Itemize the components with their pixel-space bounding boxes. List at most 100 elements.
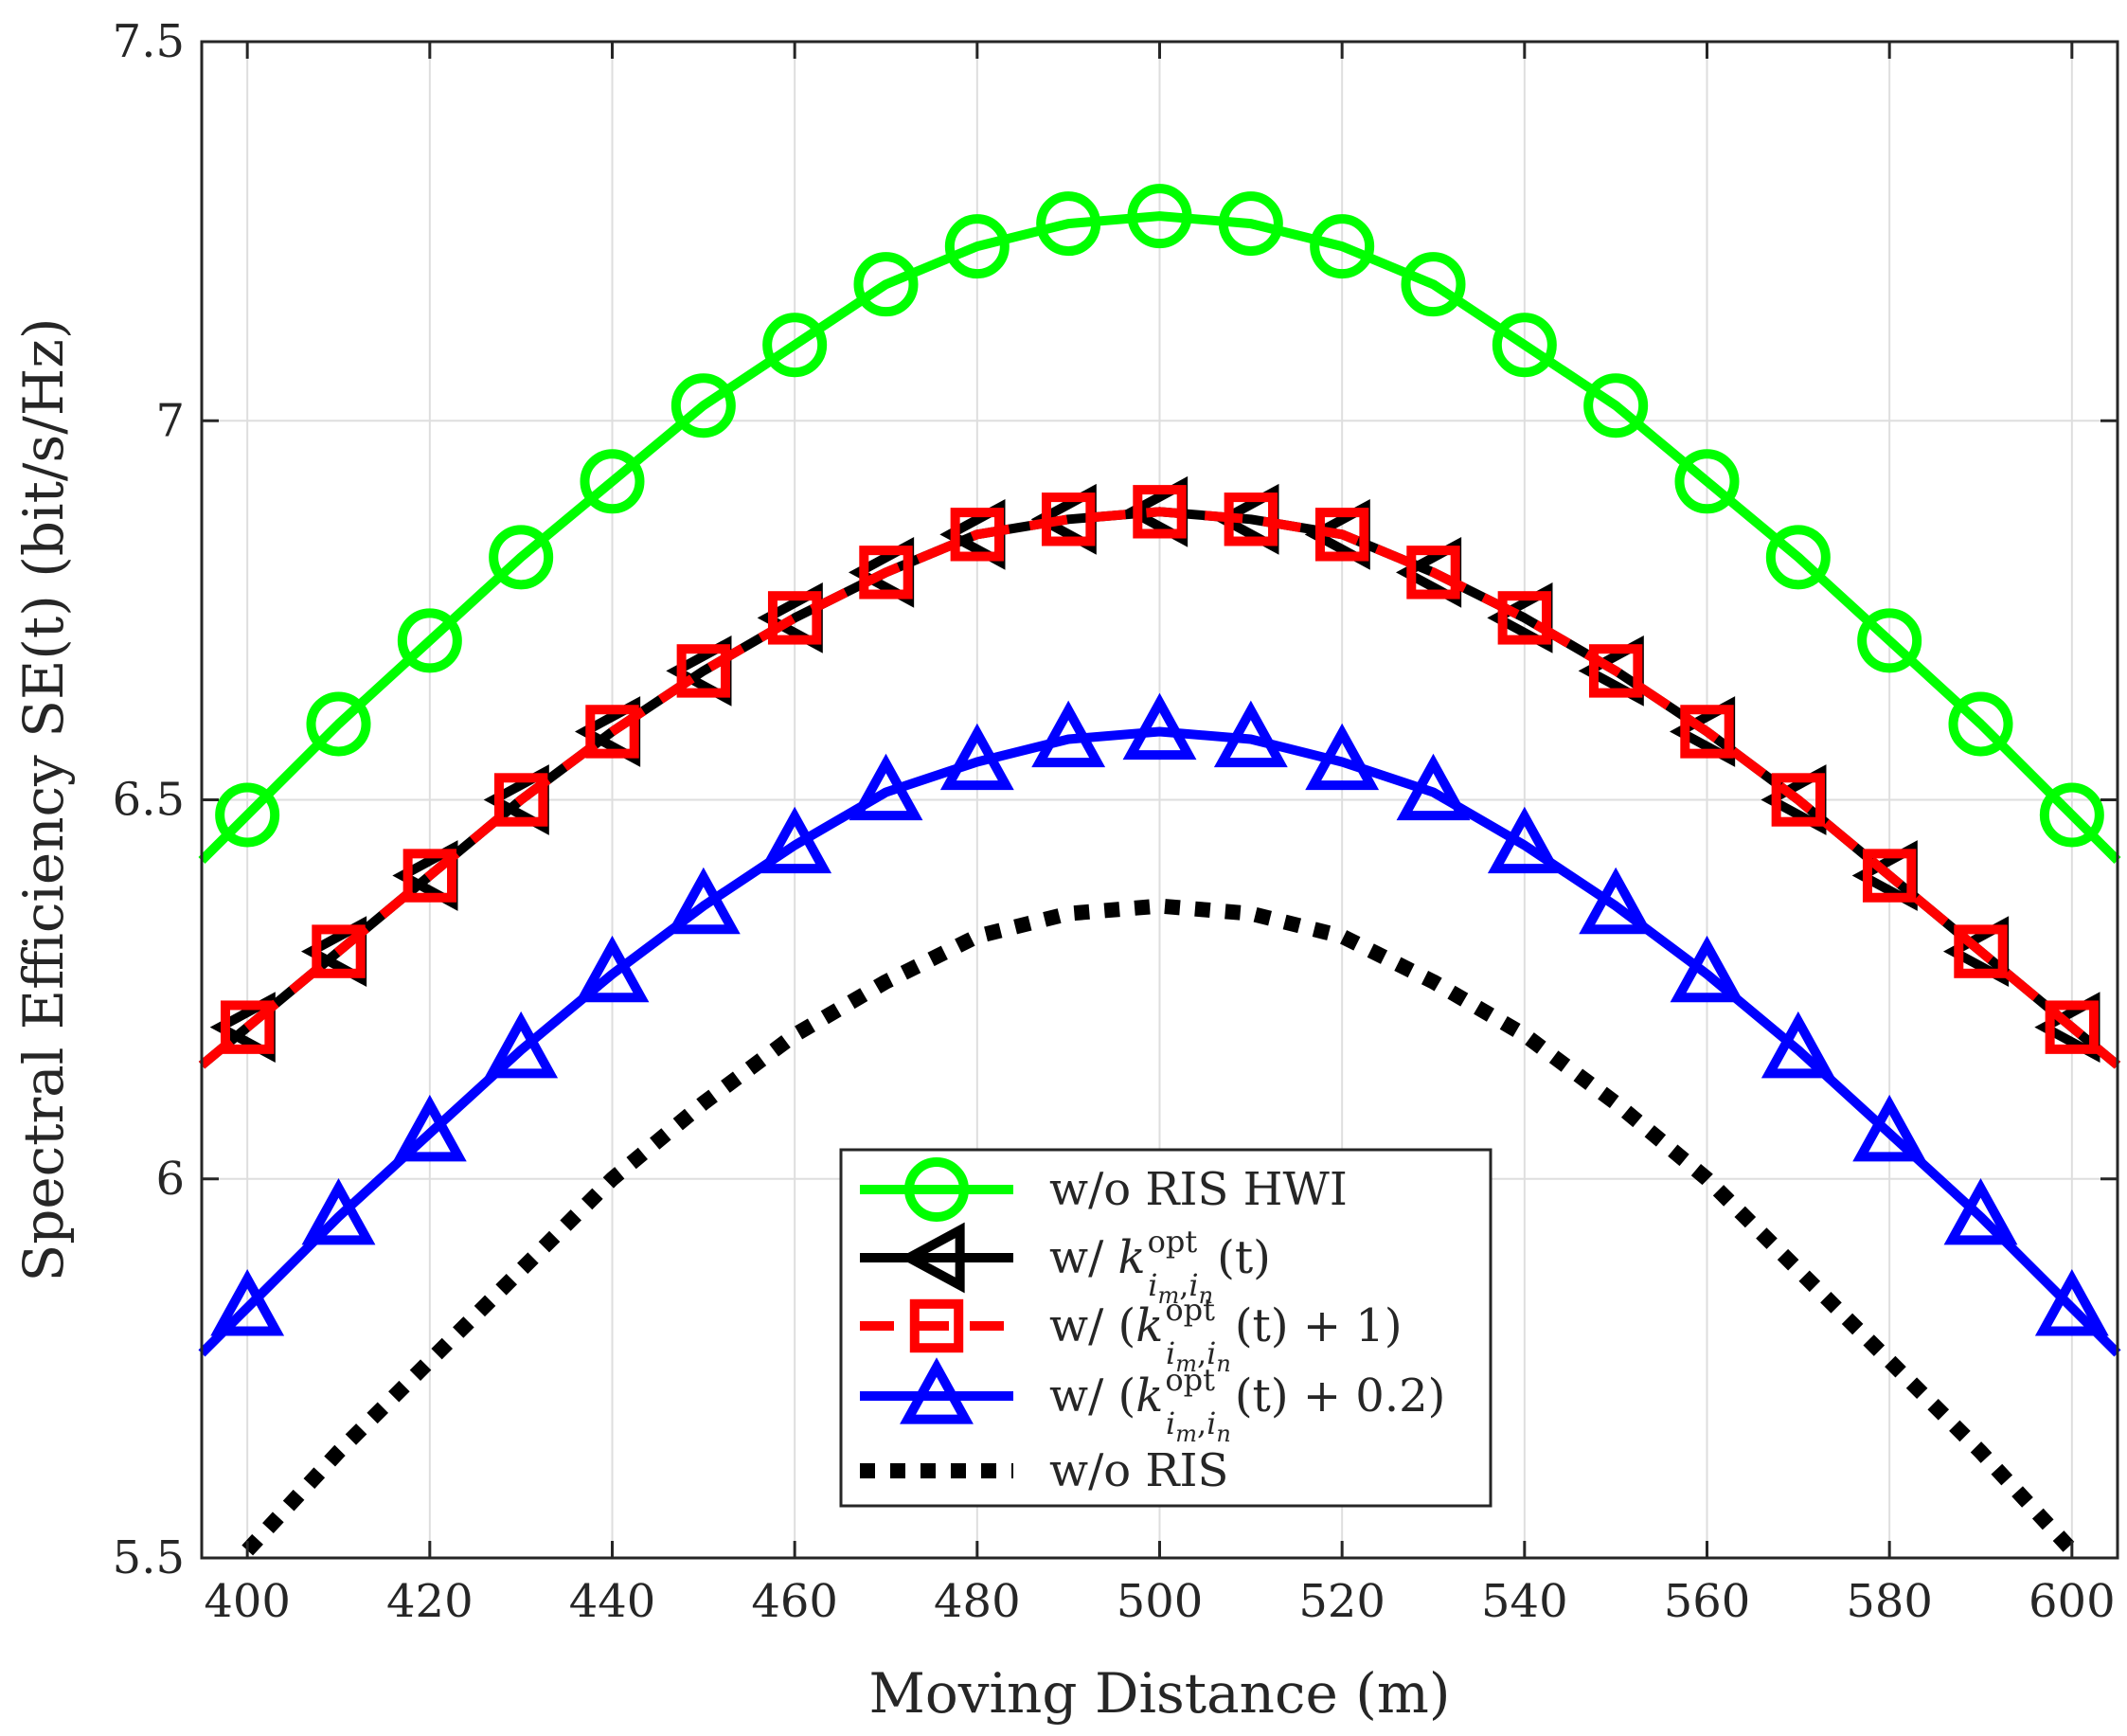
square-marker <box>1862 849 1917 903</box>
series-2 <box>198 485 2121 1069</box>
triangle-up-marker <box>758 806 832 874</box>
legend-marker <box>900 1357 974 1424</box>
series-layer <box>198 184 2121 1556</box>
y-axis-title: Spectral Efficiency SE(t) (bit/s/Hz) <box>11 317 76 1281</box>
series-3 <box>198 692 2121 1357</box>
square-marker <box>676 644 731 698</box>
series-0 <box>198 184 2121 865</box>
circle-marker <box>853 252 919 317</box>
x-tick-label: 480 <box>934 1575 1021 1628</box>
circle-marker <box>1948 691 2013 757</box>
square-marker <box>493 773 548 827</box>
circle-marker <box>306 691 371 757</box>
legend-label: w/ kopt im,in(t) <box>1049 1224 1271 1309</box>
y-tick-label: 5.5 <box>113 1531 185 1584</box>
legend-entry: w/ (kopt im,in(t) + 1) <box>860 1292 1403 1377</box>
legend-label: w/ (kopt im,in(t) + 0.2) <box>1049 1362 1445 1447</box>
circle-marker <box>1036 191 1101 257</box>
legend-entry: w/o RIS <box>860 1444 1228 1497</box>
circle-marker <box>1765 525 1831 590</box>
triangle-up-marker <box>1122 692 1197 761</box>
circle-marker <box>670 373 736 438</box>
triangle-up-marker <box>1943 1177 2018 1245</box>
x-tick-label: 420 <box>386 1575 474 1628</box>
square-marker <box>1314 508 1369 562</box>
triangle-up-marker <box>1670 935 1744 1003</box>
triangle-up-marker <box>484 1011 559 1079</box>
y-tick-label: 6.5 <box>113 774 185 827</box>
legend-entry: w/o RIS HWI <box>860 1157 1348 1222</box>
square-marker <box>859 546 913 600</box>
x-tick-label: 520 <box>1298 1575 1385 1628</box>
circle-marker <box>1310 214 1375 279</box>
square-marker <box>585 705 639 759</box>
y-tick-label: 6 <box>155 1153 185 1206</box>
triangle-up-marker <box>1213 700 1288 768</box>
legend-marker <box>899 1222 965 1294</box>
x-tick-label: 580 <box>1846 1575 1933 1628</box>
triangle-up-marker <box>1305 723 1380 791</box>
circle-marker <box>215 782 280 848</box>
x-tick-label: 560 <box>1664 1575 1751 1628</box>
circle-marker <box>1583 373 1649 438</box>
legend-marker <box>904 1157 969 1222</box>
square-marker <box>767 591 822 645</box>
square-marker <box>1771 773 1826 827</box>
circle-marker <box>1401 252 1466 317</box>
legend-label: w/o RIS HWI <box>1049 1163 1348 1216</box>
triangle-up-marker <box>2034 1269 2109 1336</box>
square-marker <box>1497 591 1552 645</box>
series-line <box>198 211 2121 865</box>
triangle-up-marker <box>1031 700 1106 768</box>
square-marker <box>1588 644 1643 698</box>
square-marker <box>1406 546 1460 600</box>
legend-entry: w/ (kopt im,in(t) + 0.2) <box>860 1357 1445 1447</box>
square-marker <box>312 924 366 978</box>
circle-marker <box>489 525 554 590</box>
square-marker <box>1133 485 1187 539</box>
circle-marker <box>1674 449 1740 514</box>
x-axis-title: Moving Distance (m) <box>868 1661 1450 1726</box>
triangle-up-marker <box>1487 806 1562 874</box>
circle-marker <box>1218 191 1283 257</box>
square-marker <box>220 1000 275 1054</box>
triangle-up-marker <box>575 935 650 1003</box>
square-marker <box>402 849 457 903</box>
legend-entry: w/ kopt im,in(t) <box>860 1222 1271 1309</box>
circle-marker <box>1127 184 1192 249</box>
triangle-up-marker <box>210 1269 285 1336</box>
circle-marker <box>580 449 645 514</box>
x-tick-label: 500 <box>1117 1575 1204 1628</box>
series-4 <box>241 898 2078 1556</box>
triangle-up-marker <box>1852 1094 1927 1162</box>
triangle-up-marker <box>1579 867 1653 935</box>
square-marker <box>1224 492 1278 546</box>
circle-marker <box>1492 313 1557 378</box>
triangle-up-marker <box>939 723 1014 791</box>
square-marker <box>1041 492 1096 546</box>
x-tick-label: 440 <box>569 1575 656 1628</box>
legend-label: w/o RIS <box>1049 1444 1228 1497</box>
square-marker <box>2045 1000 2100 1054</box>
x-tick-label: 600 <box>2029 1575 2116 1628</box>
y-tick-label: 7.5 <box>113 15 185 68</box>
circle-marker <box>397 608 462 673</box>
triangle-up-marker <box>849 753 923 821</box>
y-tick-label: 7 <box>155 394 185 447</box>
circle-marker <box>762 313 828 378</box>
square-marker <box>950 508 1005 562</box>
triangle-up-marker <box>666 867 741 935</box>
circle-marker <box>2039 782 2104 848</box>
circle-marker <box>1857 608 1922 673</box>
triangle-up-marker <box>301 1177 376 1245</box>
ticks: 400 420 440 460 480 500 520 540 560 580 600 5.5 6 6.5… <box>113 15 2118 1628</box>
series-line <box>198 507 2121 1069</box>
x-tick-label: 460 <box>751 1575 838 1628</box>
legend-label: w/ (kopt im,in(t) + 1) <box>1049 1292 1403 1377</box>
x-tick-label: 540 <box>1481 1575 1568 1628</box>
legend-marker <box>909 1298 964 1353</box>
triangle-up-marker <box>392 1094 467 1162</box>
